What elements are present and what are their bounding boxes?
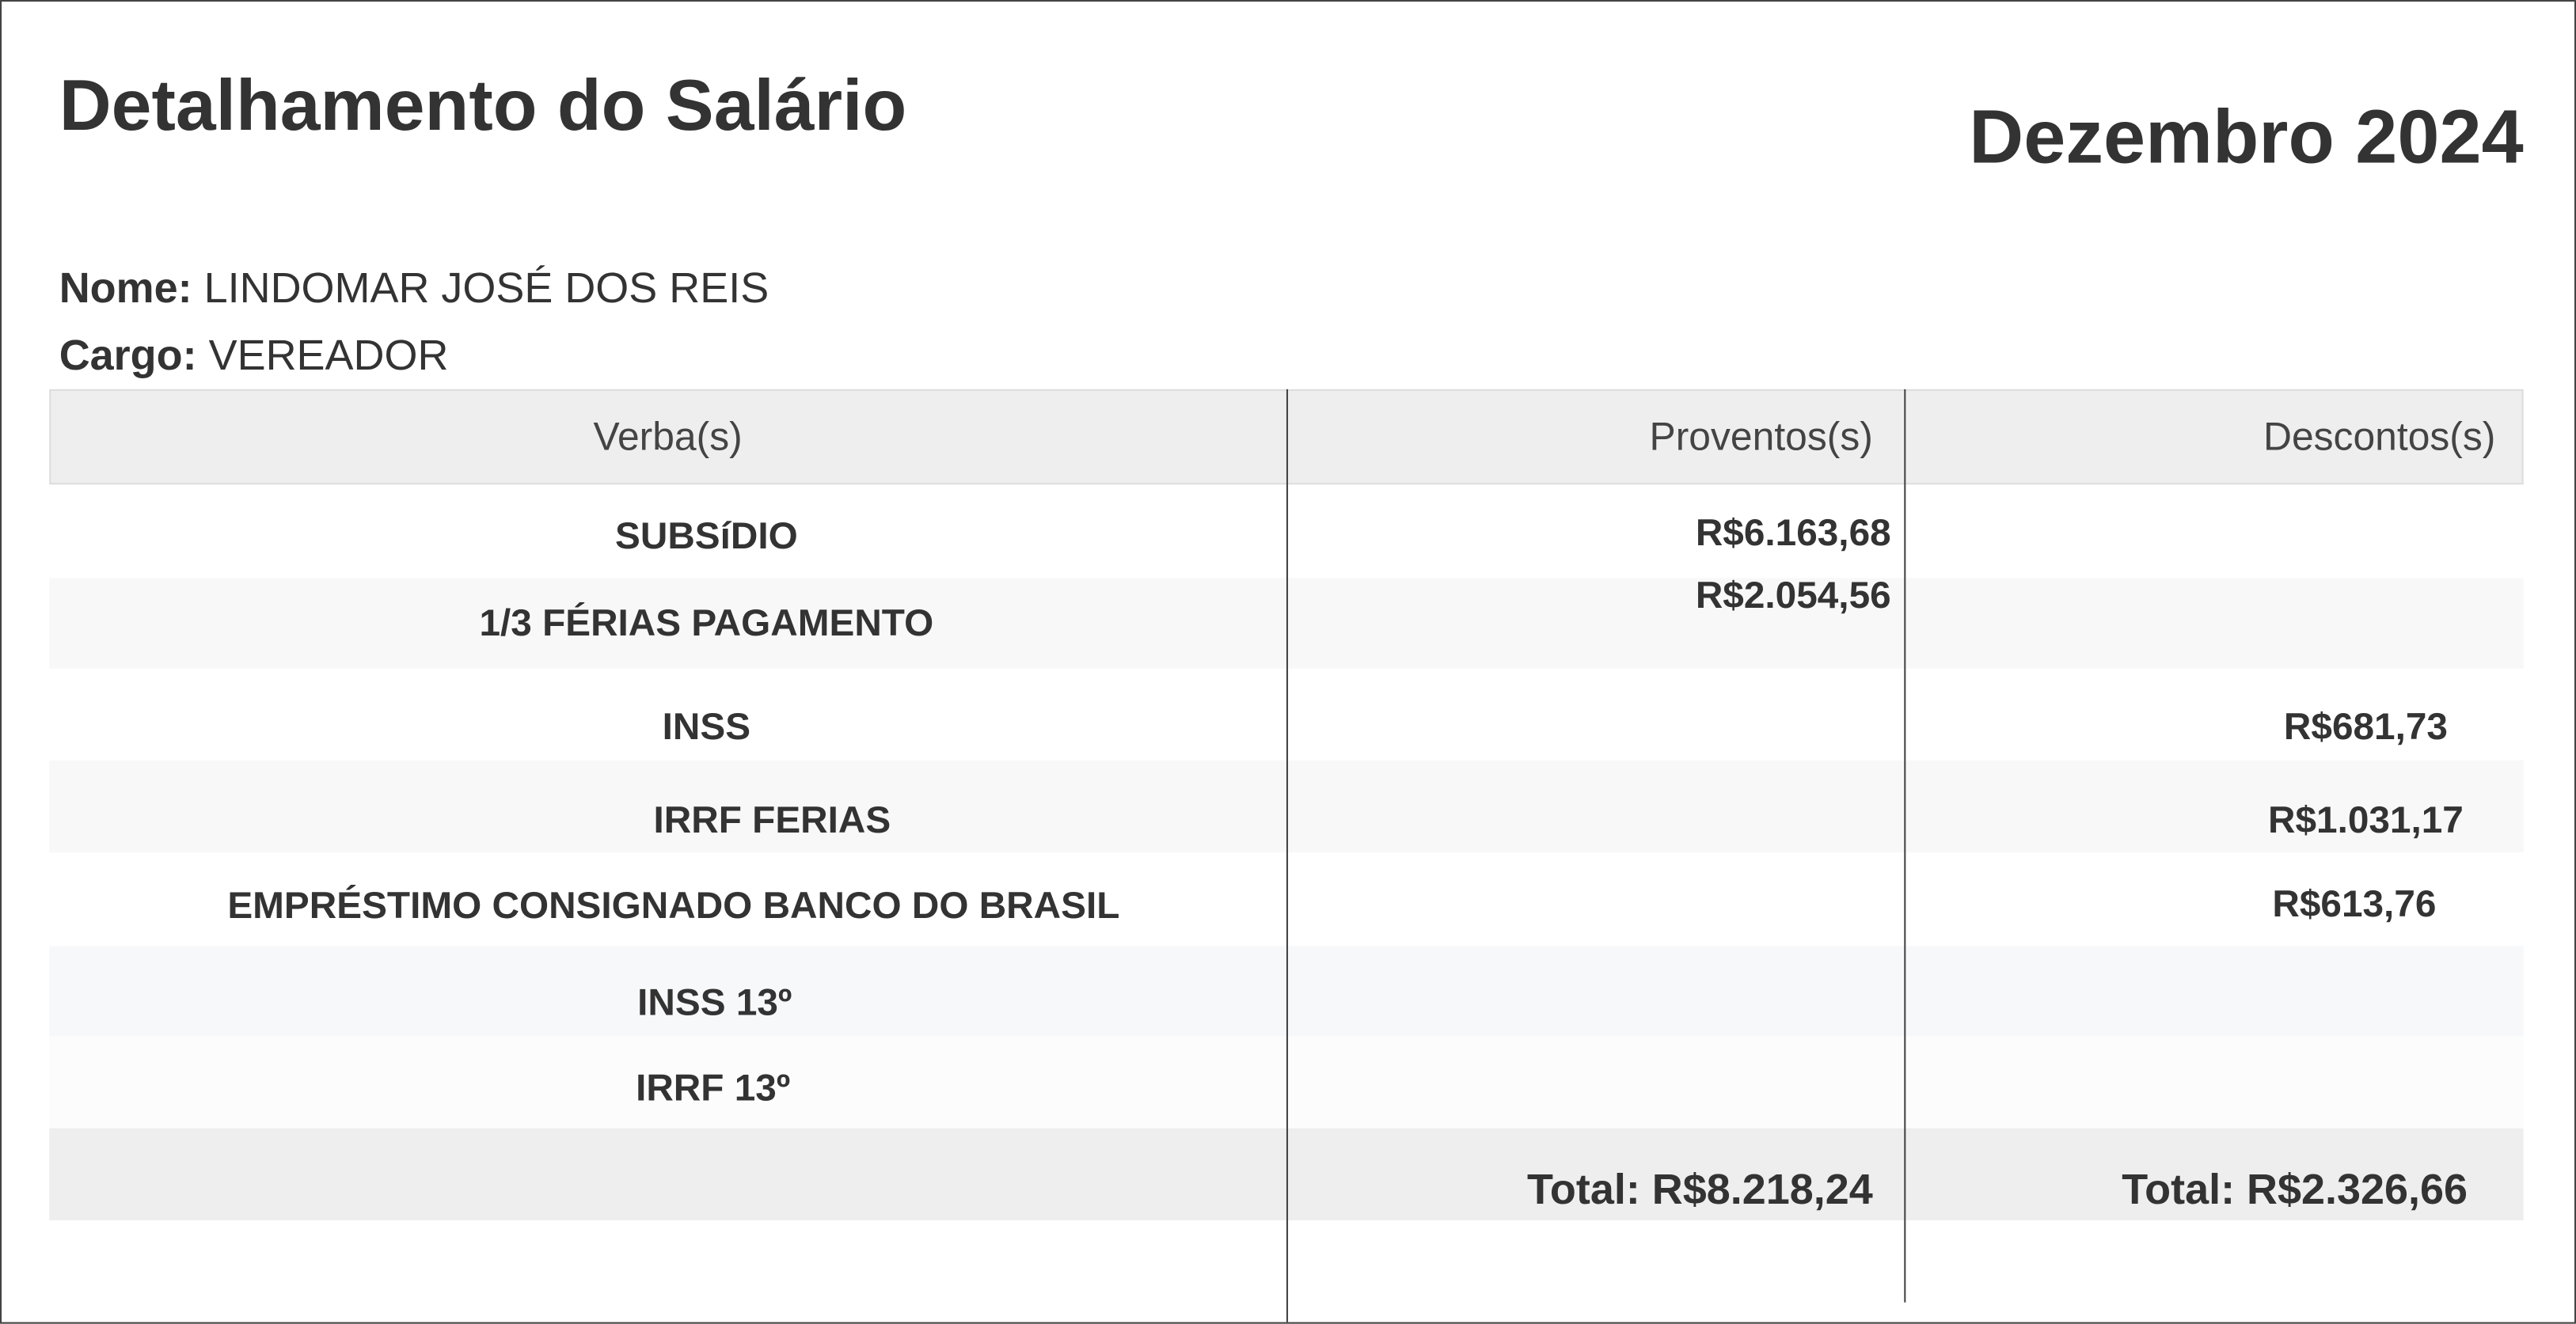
totals-row (49, 1128, 2524, 1220)
name-label: Nome: (59, 263, 192, 313)
verba-cell: IRRF 13º (636, 1065, 791, 1109)
desconto-cell: R$1.031,17 (2268, 798, 2464, 841)
employee-name: Nome: LINDOMAR JOSÉ DOS REIS (59, 263, 769, 313)
column-divider (1286, 389, 1289, 1322)
desconto-cell: R$613,76 (2272, 882, 2437, 925)
column-header-verba: Verba(s) (593, 415, 743, 461)
table-header (49, 389, 2524, 485)
row-bg (49, 760, 2524, 853)
desconto-cell: R$681,73 (2283, 704, 2448, 748)
verba-cell: EMPRÉSTIMO CONSIGNADO BANCO DO BRASIL (227, 883, 1120, 927)
provento-cell: R$6.163,68 (1695, 510, 1891, 554)
row-bg (49, 1036, 2524, 1129)
column-divider (1904, 389, 1906, 1303)
total-proventos: Total: R$8.218,24 (1526, 1164, 1873, 1214)
employee-role: Cargo: VEREADOR (59, 330, 449, 381)
verba-cell: SUBSíDIO (615, 514, 798, 557)
page-title: Detalhamento do Salário (59, 66, 907, 146)
provento-cell: R$2.054,56 (1695, 573, 1891, 616)
total-descontos: Total: R$2.326,66 (2122, 1164, 2468, 1214)
role-label: Cargo: (59, 330, 197, 380)
verba-cell: IRRF FERIAS (653, 798, 891, 841)
role-value: VEREADOR (208, 330, 449, 380)
verba-cell: 1/3 FÉRIAS PAGAMENTO (479, 601, 934, 644)
name-value: LINDOMAR JOSÉ DOS REIS (203, 263, 769, 313)
row-bg (49, 578, 2524, 669)
column-header-descontos: Descontos(s) (2263, 415, 2496, 461)
verba-cell: INSS (662, 704, 751, 748)
row-bg (49, 946, 2524, 1037)
period-label: Dezembro 2024 (1969, 93, 2524, 180)
column-header-proventos: Proventos(s) (1649, 415, 1873, 461)
verba-cell: INSS 13º (637, 980, 792, 1023)
